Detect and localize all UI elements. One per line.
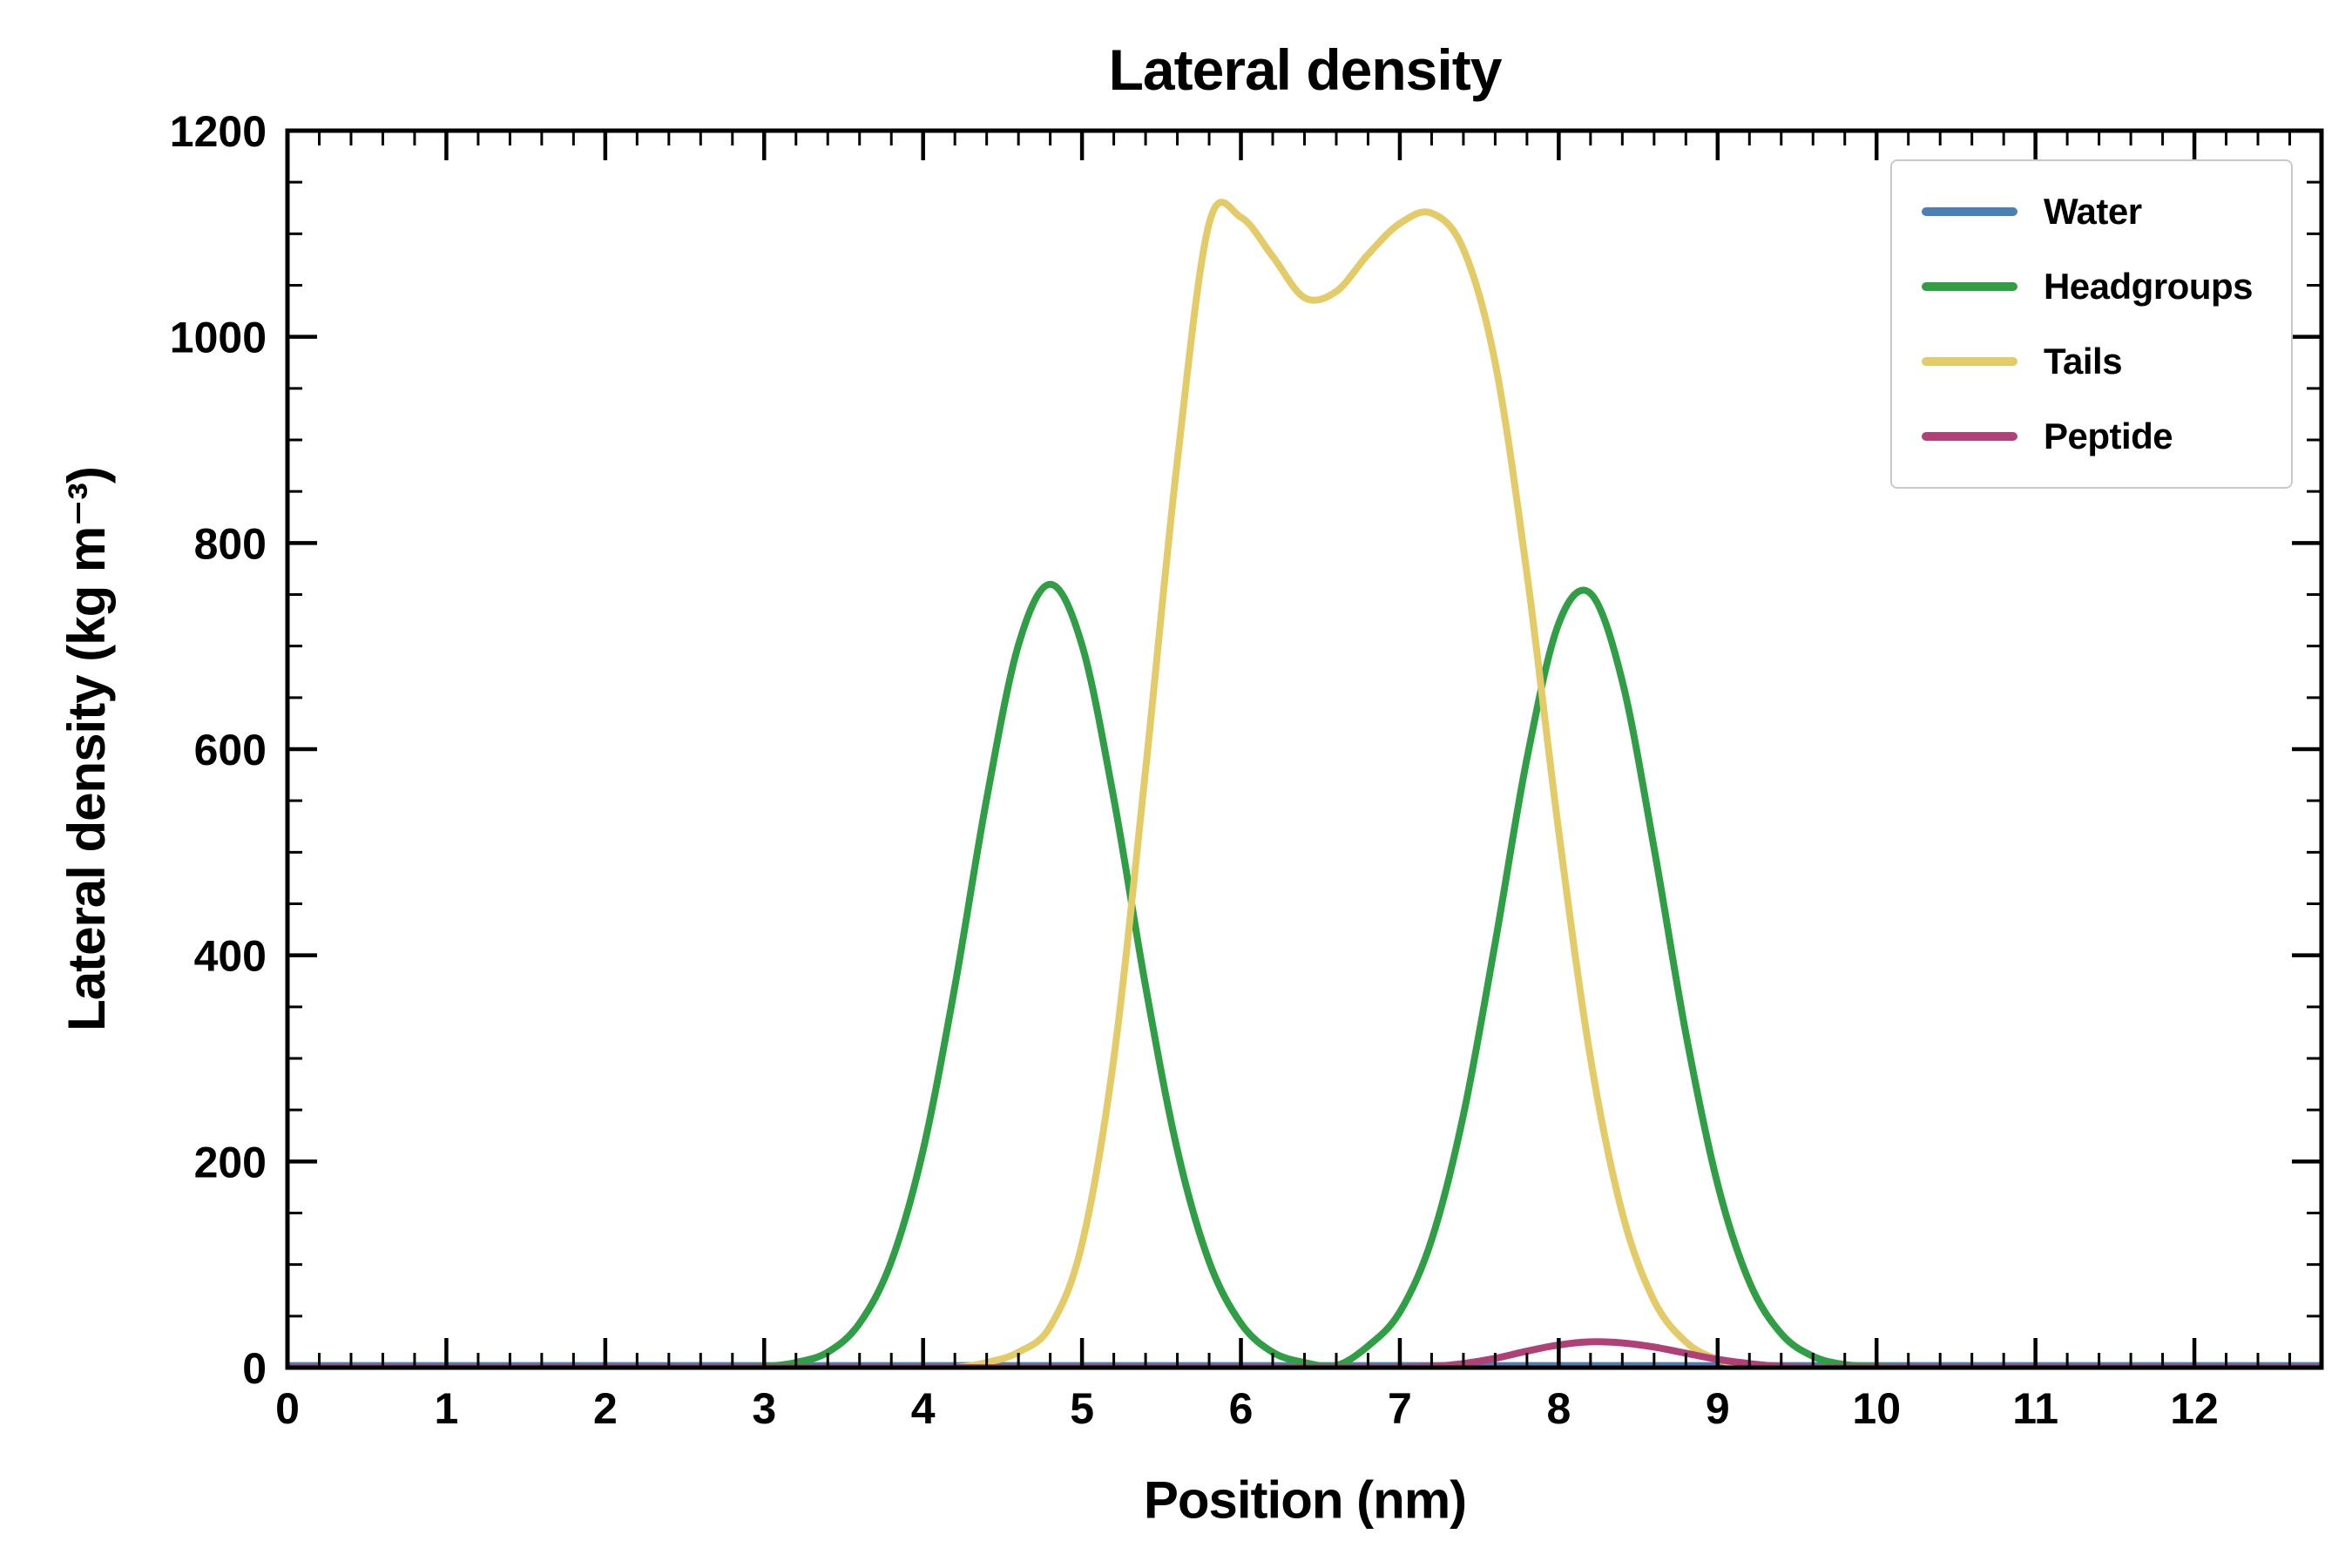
svg-text:8: 8 [1546, 1384, 1571, 1433]
series-line-headgroups [287, 580, 2322, 1368]
svg-text:0: 0 [242, 1344, 267, 1393]
svg-text:10: 10 [1852, 1384, 1901, 1433]
legend-line-swatch-water [1921, 207, 2017, 216]
axis-ticks [285, 128, 2323, 1370]
svg-text:1: 1 [435, 1384, 459, 1433]
svg-text:4: 4 [911, 1384, 936, 1433]
svg-text:1000: 1000 [170, 314, 267, 362]
legend-item-water: Water [1921, 191, 2253, 233]
svg-text:3: 3 [752, 1384, 776, 1433]
y-tick-labels: 0 200 400 600 800 1000 1200 [170, 107, 267, 1393]
svg-text:600: 600 [194, 726, 267, 774]
svg-text:800: 800 [194, 519, 267, 568]
x-tick-labels: 0 1 2 3 4 5 6 7 8 9 10 11 12 [275, 1384, 2219, 1433]
legend-line-swatch-headgroups [1921, 282, 2017, 291]
legend-item-tails: Tails [1921, 341, 2253, 382]
svg-text:5: 5 [1070, 1384, 1094, 1433]
x-axis-label: Position (nm) [1143, 1470, 1467, 1530]
series-line-tails [287, 199, 2322, 1368]
svg-text:7: 7 [1388, 1384, 1412, 1433]
legend-item-peptide: Peptide [1921, 416, 2253, 457]
chart-title: Lateral density [1108, 37, 1503, 102]
svg-text:200: 200 [194, 1138, 267, 1186]
legend-item-headgroups: Headgroups [1921, 266, 2254, 308]
legend-label-headgroups: Headgroups [2043, 266, 2254, 307]
legend-label-water: Water [2043, 191, 2142, 232]
legend-label-tails: Tails [2043, 341, 2123, 382]
svg-text:12: 12 [2170, 1384, 2219, 1433]
legend-line-swatch-tails [1921, 357, 2017, 366]
svg-text:9: 9 [1706, 1384, 1730, 1433]
y-axis-label: Lateral density (kg m⁻³) [57, 467, 116, 1031]
legend: Water Headgroups Tails Peptide [1889, 159, 2293, 489]
legend-label-peptide: Peptide [2043, 416, 2173, 456]
svg-text:11: 11 [2012, 1384, 2058, 1433]
svg-text:2: 2 [593, 1384, 618, 1433]
svg-text:0: 0 [275, 1384, 300, 1433]
svg-text:400: 400 [194, 932, 267, 981]
svg-text:6: 6 [1229, 1384, 1254, 1433]
svg-text:1200: 1200 [170, 107, 267, 156]
legend-line-swatch-peptide [1921, 432, 2017, 441]
